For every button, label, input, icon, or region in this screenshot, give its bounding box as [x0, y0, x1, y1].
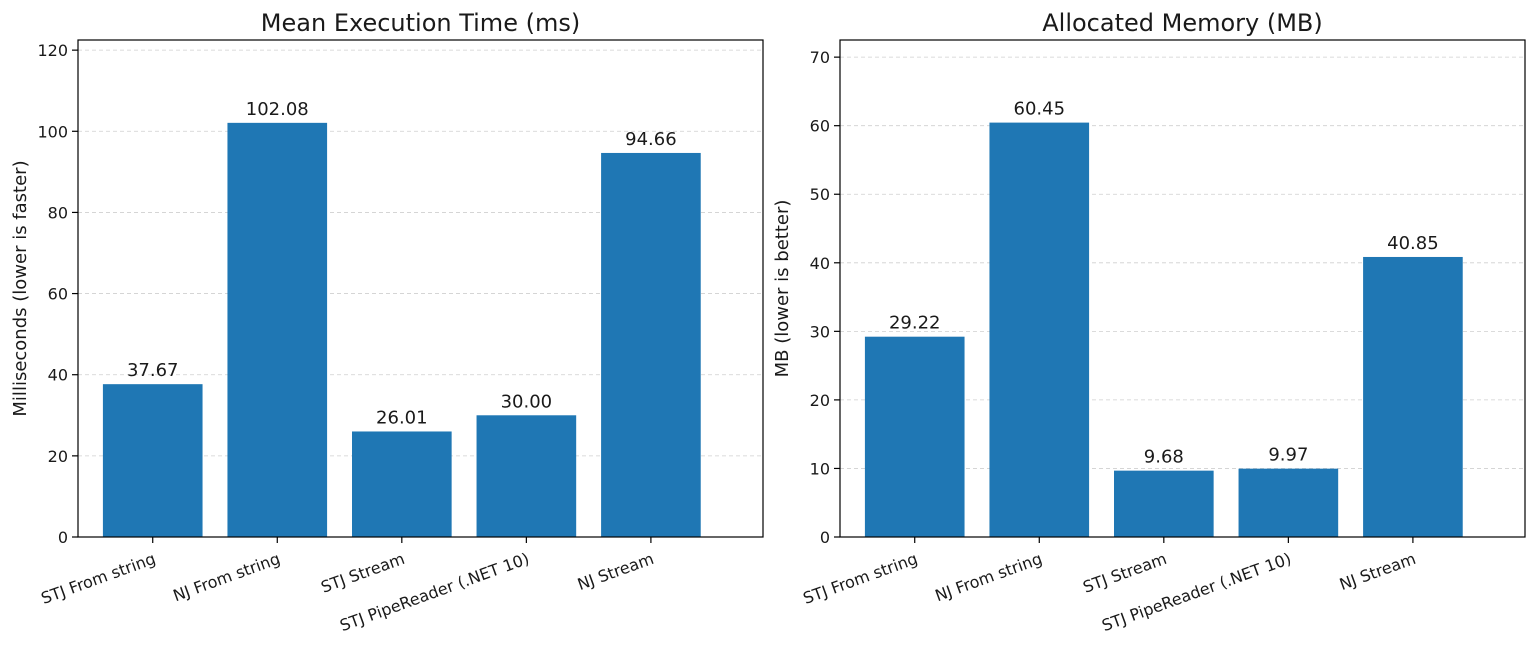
bar-1 — [864, 336, 965, 537]
bar-value-label: 9.97 — [1268, 445, 1308, 466]
bar-value-label: 26.01 — [376, 407, 428, 428]
bar-3 — [352, 431, 452, 537]
y-tick-label: 40 — [810, 254, 830, 273]
y-tick-label: 0 — [820, 528, 830, 547]
y-tick-label: 60 — [810, 117, 830, 136]
y-tick-label: 0 — [58, 528, 68, 547]
y-tick-label: 80 — [48, 203, 68, 222]
bar-2 — [227, 122, 328, 537]
bar-5 — [1363, 256, 1463, 537]
bar-value-label: 29.22 — [889, 313, 941, 334]
y-tick-label: 10 — [810, 459, 830, 478]
bar-value-label: 37.67 — [127, 360, 179, 381]
chart-panel-1: 37.67 102.08 26.01 30.00 94.66 0 20 40 60 80 100 12… — [10, 9, 764, 635]
chart-panel-2: 29.22 60.45 9.68 9.97 40.85 0 10 20 30 40 50 60 70 ST… — [772, 9, 1526, 635]
bar-2 — [989, 122, 1090, 537]
y-tick-label: 30 — [810, 322, 830, 341]
plot-frame — [77, 39, 764, 538]
bar-value-label: 94.66 — [625, 129, 677, 150]
x-tick-label: STJ From string — [38, 549, 158, 608]
y-tick-label: 20 — [48, 447, 68, 466]
x-tick-label: NJ Stream — [1337, 549, 1418, 594]
y-tick-label: 100 — [37, 122, 68, 141]
bar-value-label: 30.00 — [501, 391, 553, 412]
y-tick-label: 20 — [810, 391, 830, 410]
bar-value-label: 40.85 — [1387, 233, 1439, 254]
bar-value-label: 102.08 — [246, 99, 309, 120]
y-axis-label: Milliseconds (lower is faster) — [10, 160, 31, 416]
bar-1 — [102, 384, 203, 537]
y-tick-label: 40 — [48, 366, 68, 385]
x-tick-label: NJ From string — [170, 549, 282, 605]
bar-value-label: 60.45 — [1014, 99, 1066, 120]
bar-5 — [601, 152, 701, 537]
x-tick-label: STJ Stream — [318, 549, 407, 597]
y-tick-label: 50 — [810, 185, 830, 204]
bar-4 — [1238, 468, 1339, 537]
y-tick-label: 120 — [37, 41, 68, 60]
plot-frame — [839, 39, 1526, 538]
x-tick-label: NJ Stream — [575, 549, 656, 594]
chart-title: Mean Execution Time (ms) — [261, 9, 580, 37]
chart-title: Allocated Memory (MB) — [1042, 9, 1323, 37]
bar-value-label: 9.68 — [1144, 447, 1184, 468]
x-tick-label: NJ From string — [932, 549, 1044, 605]
bar-4 — [476, 415, 577, 537]
y-tick-label: 60 — [48, 285, 68, 304]
y-tick-label: 70 — [810, 48, 830, 67]
x-tick-label: STJ From string — [800, 549, 920, 608]
x-tick-label: STJ Stream — [1080, 549, 1169, 597]
y-axis-label: MB (lower is better) — [772, 200, 793, 378]
bar-3 — [1114, 470, 1214, 537]
